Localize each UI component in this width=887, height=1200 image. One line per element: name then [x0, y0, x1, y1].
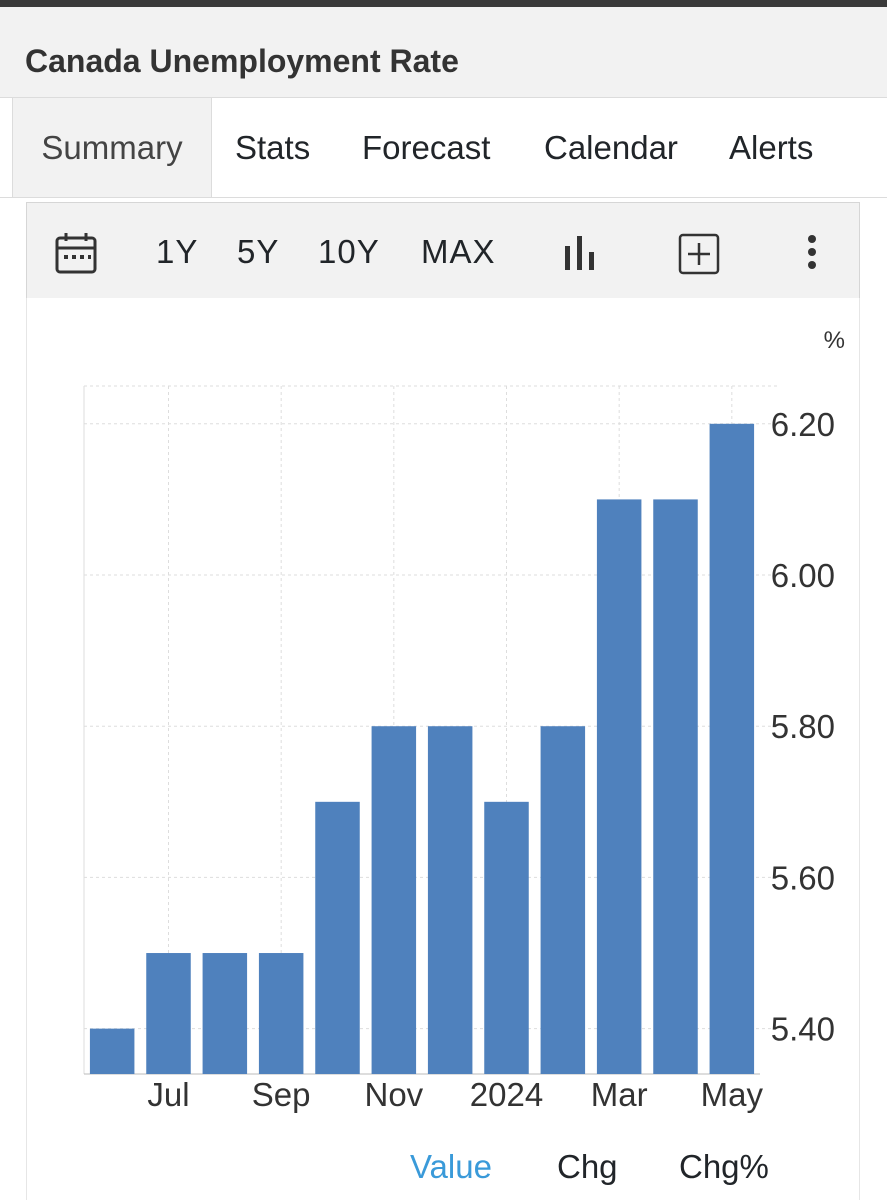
page-title: Canada Unemployment Rate: [25, 43, 459, 79]
y-unit-label: %: [824, 327, 845, 354]
legend-value-tab[interactable]: Value: [410, 1148, 492, 1185]
bar-nov[interactable]: [371, 726, 417, 1074]
plus-box-icon[interactable]: [678, 233, 720, 280]
y-tick-label: 6.00: [771, 557, 835, 594]
bar-feb[interactable]: [540, 726, 586, 1074]
title-bar: Canada Unemployment Rate: [0, 7, 887, 98]
y-tick-label: 5.40: [771, 1011, 835, 1048]
x-tick-label: Mar: [591, 1076, 648, 1113]
bar-mar[interactable]: [596, 499, 642, 1074]
range-max-button[interactable]: MAX: [421, 233, 496, 270]
bar-oct[interactable]: [315, 801, 360, 1074]
range-10y-button[interactable]: 10Y: [318, 233, 380, 270]
chart-toolbar: 1Y 5Y 10Y MAX: [26, 202, 860, 299]
tab-stats[interactable]: Stats: [235, 129, 311, 166]
range-1y-button[interactable]: 1Y: [156, 233, 199, 270]
bar-dec[interactable]: [427, 726, 473, 1074]
calendar-icon[interactable]: [54, 230, 98, 281]
legend-chg-pct-tab[interactable]: Chg%: [679, 1148, 769, 1185]
range-5y-button[interactable]: 5Y: [237, 233, 280, 270]
bar-chart: % 5.40 5.60 5.80 6.00 6.20 Jul Sep Nov 2024 Mar M…: [83, 327, 845, 1113]
tab-bar: Summary Stats Forecast Calendar Alerts: [0, 98, 887, 198]
tab-summary[interactable]: Summary: [12, 98, 212, 197]
y-tick-label: 5.60: [771, 859, 835, 896]
y-tick-label: 5.80: [771, 708, 835, 745]
x-tick-label: May: [701, 1076, 764, 1113]
bar-may[interactable]: [709, 423, 755, 1074]
tab-forecast[interactable]: Forecast: [362, 129, 491, 166]
bar-apr[interactable]: [653, 499, 698, 1074]
x-tick-label: Jul: [147, 1076, 189, 1113]
top-strip: [0, 0, 887, 7]
x-tick-label: Sep: [252, 1076, 311, 1113]
bar-jun[interactable]: [89, 1028, 135, 1074]
bar-chart-icon[interactable]: [562, 234, 598, 277]
bar-sep[interactable]: [258, 953, 304, 1074]
more-vertical-icon[interactable]: [806, 234, 818, 275]
bar-2024[interactable]: [484, 801, 529, 1074]
tab-calendar[interactable]: Calendar: [544, 129, 678, 166]
x-tick-label: 2024: [470, 1076, 543, 1113]
legend-chg-tab[interactable]: Chg: [557, 1148, 618, 1185]
bar-aug[interactable]: [202, 953, 248, 1074]
tab-alerts[interactable]: Alerts: [729, 129, 814, 166]
x-tick-label: Nov: [364, 1076, 423, 1113]
bar-jul[interactable]: [146, 953, 191, 1074]
y-tick-label: 6.20: [771, 406, 835, 443]
